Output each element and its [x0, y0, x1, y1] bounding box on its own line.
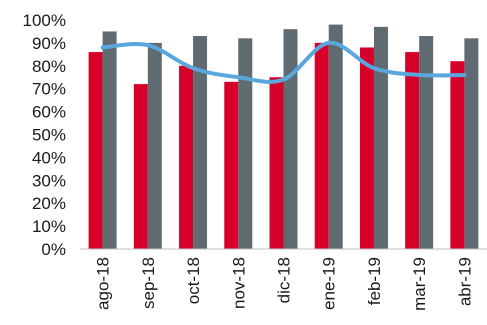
x-tick-label: ago-18 — [94, 257, 113, 310]
y-tick-label: 10% — [32, 217, 66, 236]
bar-series-1-abr-19 — [450, 61, 465, 249]
y-tick-label: 40% — [32, 148, 66, 167]
x-tick-label: feb-19 — [365, 257, 384, 305]
bar-series-1-feb-19 — [359, 47, 374, 250]
trend-line — [100, 40, 467, 84]
bar-series-1-sep-18 — [133, 84, 148, 250]
bar-series-1-oct-18 — [179, 65, 194, 249]
bar-series-1-nov-18 — [224, 81, 239, 249]
y-tick-label: 30% — [32, 171, 66, 190]
x-tick-label: nov-18 — [229, 257, 248, 309]
x-tick-label: sep-18 — [139, 257, 158, 309]
line-series — [100, 40, 467, 84]
bar-series-2-mar-19 — [419, 36, 434, 249]
x-axis: ago-18 sep-18 oct-18 nov-18 dic-18 ene-19 feb-… — [94, 257, 475, 311]
bar-series-1-ene-19 — [314, 42, 329, 250]
bar-series-2-oct-18 — [193, 36, 208, 249]
x-tick-label: oct-18 — [184, 257, 203, 304]
y-tick-label: 100% — [23, 11, 66, 30]
y-tick-label: 0% — [41, 240, 66, 259]
bar-series-2-dic-18 — [283, 29, 298, 249]
bar-marks — [88, 24, 479, 250]
x-tick-label: mar-19 — [410, 257, 429, 311]
bar-series-2-sep-18 — [147, 42, 162, 250]
x-tick-label: dic-18 — [275, 257, 294, 303]
bar-series-2-ago-18 — [102, 31, 117, 250]
y-tick-label: 50% — [32, 126, 66, 145]
y-tick-label: 60% — [32, 103, 66, 122]
bar-series-2-ene-19 — [328, 24, 343, 249]
x-tick-label: abr-19 — [455, 257, 474, 306]
bar-series-1-mar-19 — [405, 52, 420, 250]
bar-series-2-nov-18 — [238, 38, 253, 249]
y-tick-label: 80% — [32, 57, 66, 76]
y-tick-label: 70% — [32, 80, 66, 99]
x-tick-label: ene-19 — [320, 257, 339, 310]
bar-series-2-feb-19 — [373, 26, 388, 250]
bar-series-2-abr-19 — [464, 38, 479, 249]
y-axis: 0% 10% 20% 30% 40% 50% 60% 70% 80% 90% 100% — [23, 11, 66, 259]
y-tick-label: 90% — [32, 34, 66, 53]
bar-series-1-dic-18 — [269, 77, 284, 249]
bar-series-1-ago-18 — [88, 52, 103, 250]
y-tick-label: 20% — [32, 194, 66, 213]
